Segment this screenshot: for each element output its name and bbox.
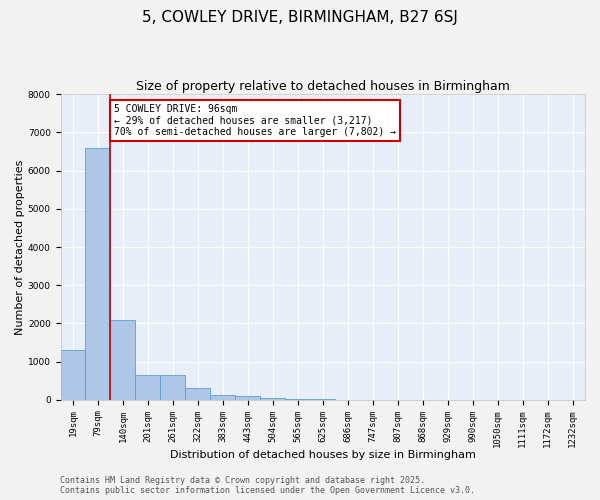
- Text: 5, COWLEY DRIVE, BIRMINGHAM, B27 6SJ: 5, COWLEY DRIVE, BIRMINGHAM, B27 6SJ: [142, 10, 458, 25]
- Y-axis label: Number of detached properties: Number of detached properties: [15, 160, 25, 334]
- Bar: [110, 320, 136, 400]
- X-axis label: Distribution of detached houses by size in Birmingham: Distribution of detached houses by size …: [170, 450, 476, 460]
- Text: 5 COWLEY DRIVE: 96sqm
← 29% of detached houses are smaller (3,217)
70% of semi-d: 5 COWLEY DRIVE: 96sqm ← 29% of detached …: [114, 104, 396, 137]
- Bar: [136, 375, 160, 400]
- Bar: [260, 398, 285, 400]
- Bar: [211, 395, 235, 400]
- Bar: [160, 375, 185, 400]
- Bar: [61, 350, 85, 400]
- Title: Size of property relative to detached houses in Birmingham: Size of property relative to detached ho…: [136, 80, 509, 93]
- Text: Contains HM Land Registry data © Crown copyright and database right 2025.
Contai: Contains HM Land Registry data © Crown c…: [60, 476, 475, 495]
- Bar: [235, 396, 260, 400]
- Bar: [85, 148, 110, 400]
- Bar: [285, 398, 310, 400]
- Bar: [185, 388, 211, 400]
